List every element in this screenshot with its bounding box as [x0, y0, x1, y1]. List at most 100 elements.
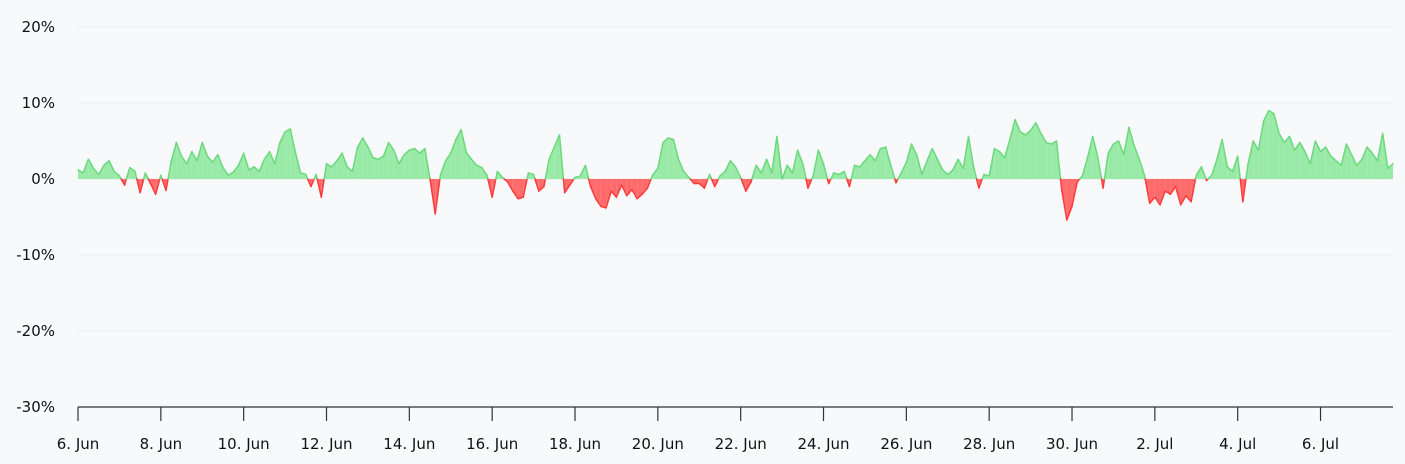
positive-line-segment [222, 166, 229, 176]
negative-area-segment [637, 179, 643, 199]
y-tick-label: 20% [22, 18, 55, 36]
positive-area-segment [233, 165, 239, 179]
positive-area-segment [326, 163, 332, 179]
positive-area-segment [1113, 141, 1119, 179]
positive-line-segment [1009, 118, 1016, 141]
positive-area-segment [906, 144, 912, 179]
positive-area-segment [290, 128, 296, 179]
positive-line-segment [444, 152, 452, 162]
negative-line-segment [689, 178, 695, 185]
negative-line-segment [136, 178, 141, 194]
positive-line-segment [1211, 158, 1218, 176]
positive-line-segment [403, 149, 411, 156]
positive-line-segment [921, 160, 928, 176]
positive-line-segment [952, 158, 959, 171]
positive-area-segment [663, 137, 669, 179]
positive-line-segment [393, 149, 400, 165]
negative-line-segment [698, 182, 706, 189]
positive-line-segment [1267, 109, 1275, 115]
positive-area-segment [171, 142, 177, 179]
negative-area-segment [631, 179, 638, 199]
positive-line-segment [387, 141, 395, 151]
positive-area-segment [285, 128, 291, 179]
negative-line-segment [1144, 178, 1151, 205]
positive-line-segment [719, 170, 726, 177]
positive-line-segment [1226, 166, 1234, 173]
positive-line-segment [227, 171, 235, 176]
positive-line-segment [341, 152, 348, 168]
positive-area-segment [217, 154, 223, 179]
positive-area-segment [357, 137, 363, 179]
negative-line-segment [1185, 194, 1192, 203]
positive-line-segment [791, 149, 799, 174]
negative-area-segment [564, 179, 570, 193]
positive-line-segment [1371, 152, 1379, 162]
positive-line-segment [1055, 140, 1062, 180]
positive-line-segment [1376, 132, 1384, 162]
positive-area-segment [388, 142, 394, 179]
negative-line-segment [563, 184, 571, 194]
positive-line-segment [1138, 158, 1146, 176]
positive-area-segment [1279, 133, 1285, 179]
positive-line-segment [998, 150, 1006, 159]
x-tick-label: 24. Jun [797, 435, 849, 453]
negative-line-segment [543, 178, 547, 188]
negative-area-segment [1180, 179, 1186, 205]
negative-area-segment [642, 179, 648, 195]
negative-line-segment [429, 178, 436, 215]
negative-line-segment [636, 193, 644, 200]
negative-area-segment [1149, 179, 1155, 204]
negative-line-segment [1148, 196, 1156, 205]
positive-area-segment [455, 129, 462, 179]
positive-area-segment [952, 159, 959, 179]
positive-line-segment [682, 170, 690, 179]
negative-line-segment [1179, 194, 1187, 206]
negative-line-segment [562, 178, 566, 194]
positive-line-segment [662, 137, 669, 144]
positive-line-segment [346, 166, 354, 173]
positive-area-segment [409, 148, 415, 179]
positive-line-segment [1123, 126, 1130, 156]
positive-line-segment [897, 172, 902, 180]
positive-line-segment [776, 135, 783, 180]
positive-area-segment [181, 156, 187, 179]
negative-line-segment [120, 178, 126, 186]
positive-line-segment [1045, 141, 1053, 145]
positive-line-segment [336, 152, 343, 162]
positive-line-segment [900, 161, 908, 174]
positive-line-segment [97, 164, 105, 176]
area-lines [77, 109, 1394, 221]
positive-line-segment [294, 151, 302, 174]
positive-area-segment [668, 137, 674, 179]
positive-line-segment [972, 166, 978, 180]
positive-line-segment [558, 134, 565, 180]
positive-area-segment [1248, 141, 1254, 179]
positive-area-segment [1035, 122, 1041, 179]
positive-line-segment [237, 152, 245, 167]
positive-line-segment [1304, 150, 1311, 165]
positive-area-segment [1123, 127, 1129, 179]
positive-area-segment [549, 147, 555, 179]
negative-line-segment [587, 178, 592, 188]
positive-area-segment [1216, 139, 1223, 179]
positive-line-segment [879, 146, 887, 150]
negative-line-segment [522, 178, 528, 198]
negative-line-segment [306, 178, 312, 188]
positive-area-segment [476, 165, 482, 179]
positive-line-segment [548, 146, 556, 160]
positive-area-segment [466, 152, 472, 179]
positive-line-segment [1221, 138, 1229, 168]
positive-line-segment [351, 146, 359, 173]
x-tick-label: 8. Jun [140, 435, 183, 453]
negative-line-segment [710, 178, 716, 188]
x-tick-label: 18. Jun [549, 435, 601, 453]
negative-line-segment [506, 181, 514, 192]
negative-line-segment [589, 185, 597, 200]
positive-line-segment [1019, 131, 1027, 136]
y-tick-label: -30% [16, 398, 55, 416]
positive-area-segment [1046, 142, 1052, 179]
x-ticks: 6. Jun 8. Jun 10. Jun 12. Jun 14. Jun 16. Jun… [57, 407, 1339, 453]
positive-line-segment [957, 158, 965, 170]
negative-line-segment [745, 181, 752, 192]
